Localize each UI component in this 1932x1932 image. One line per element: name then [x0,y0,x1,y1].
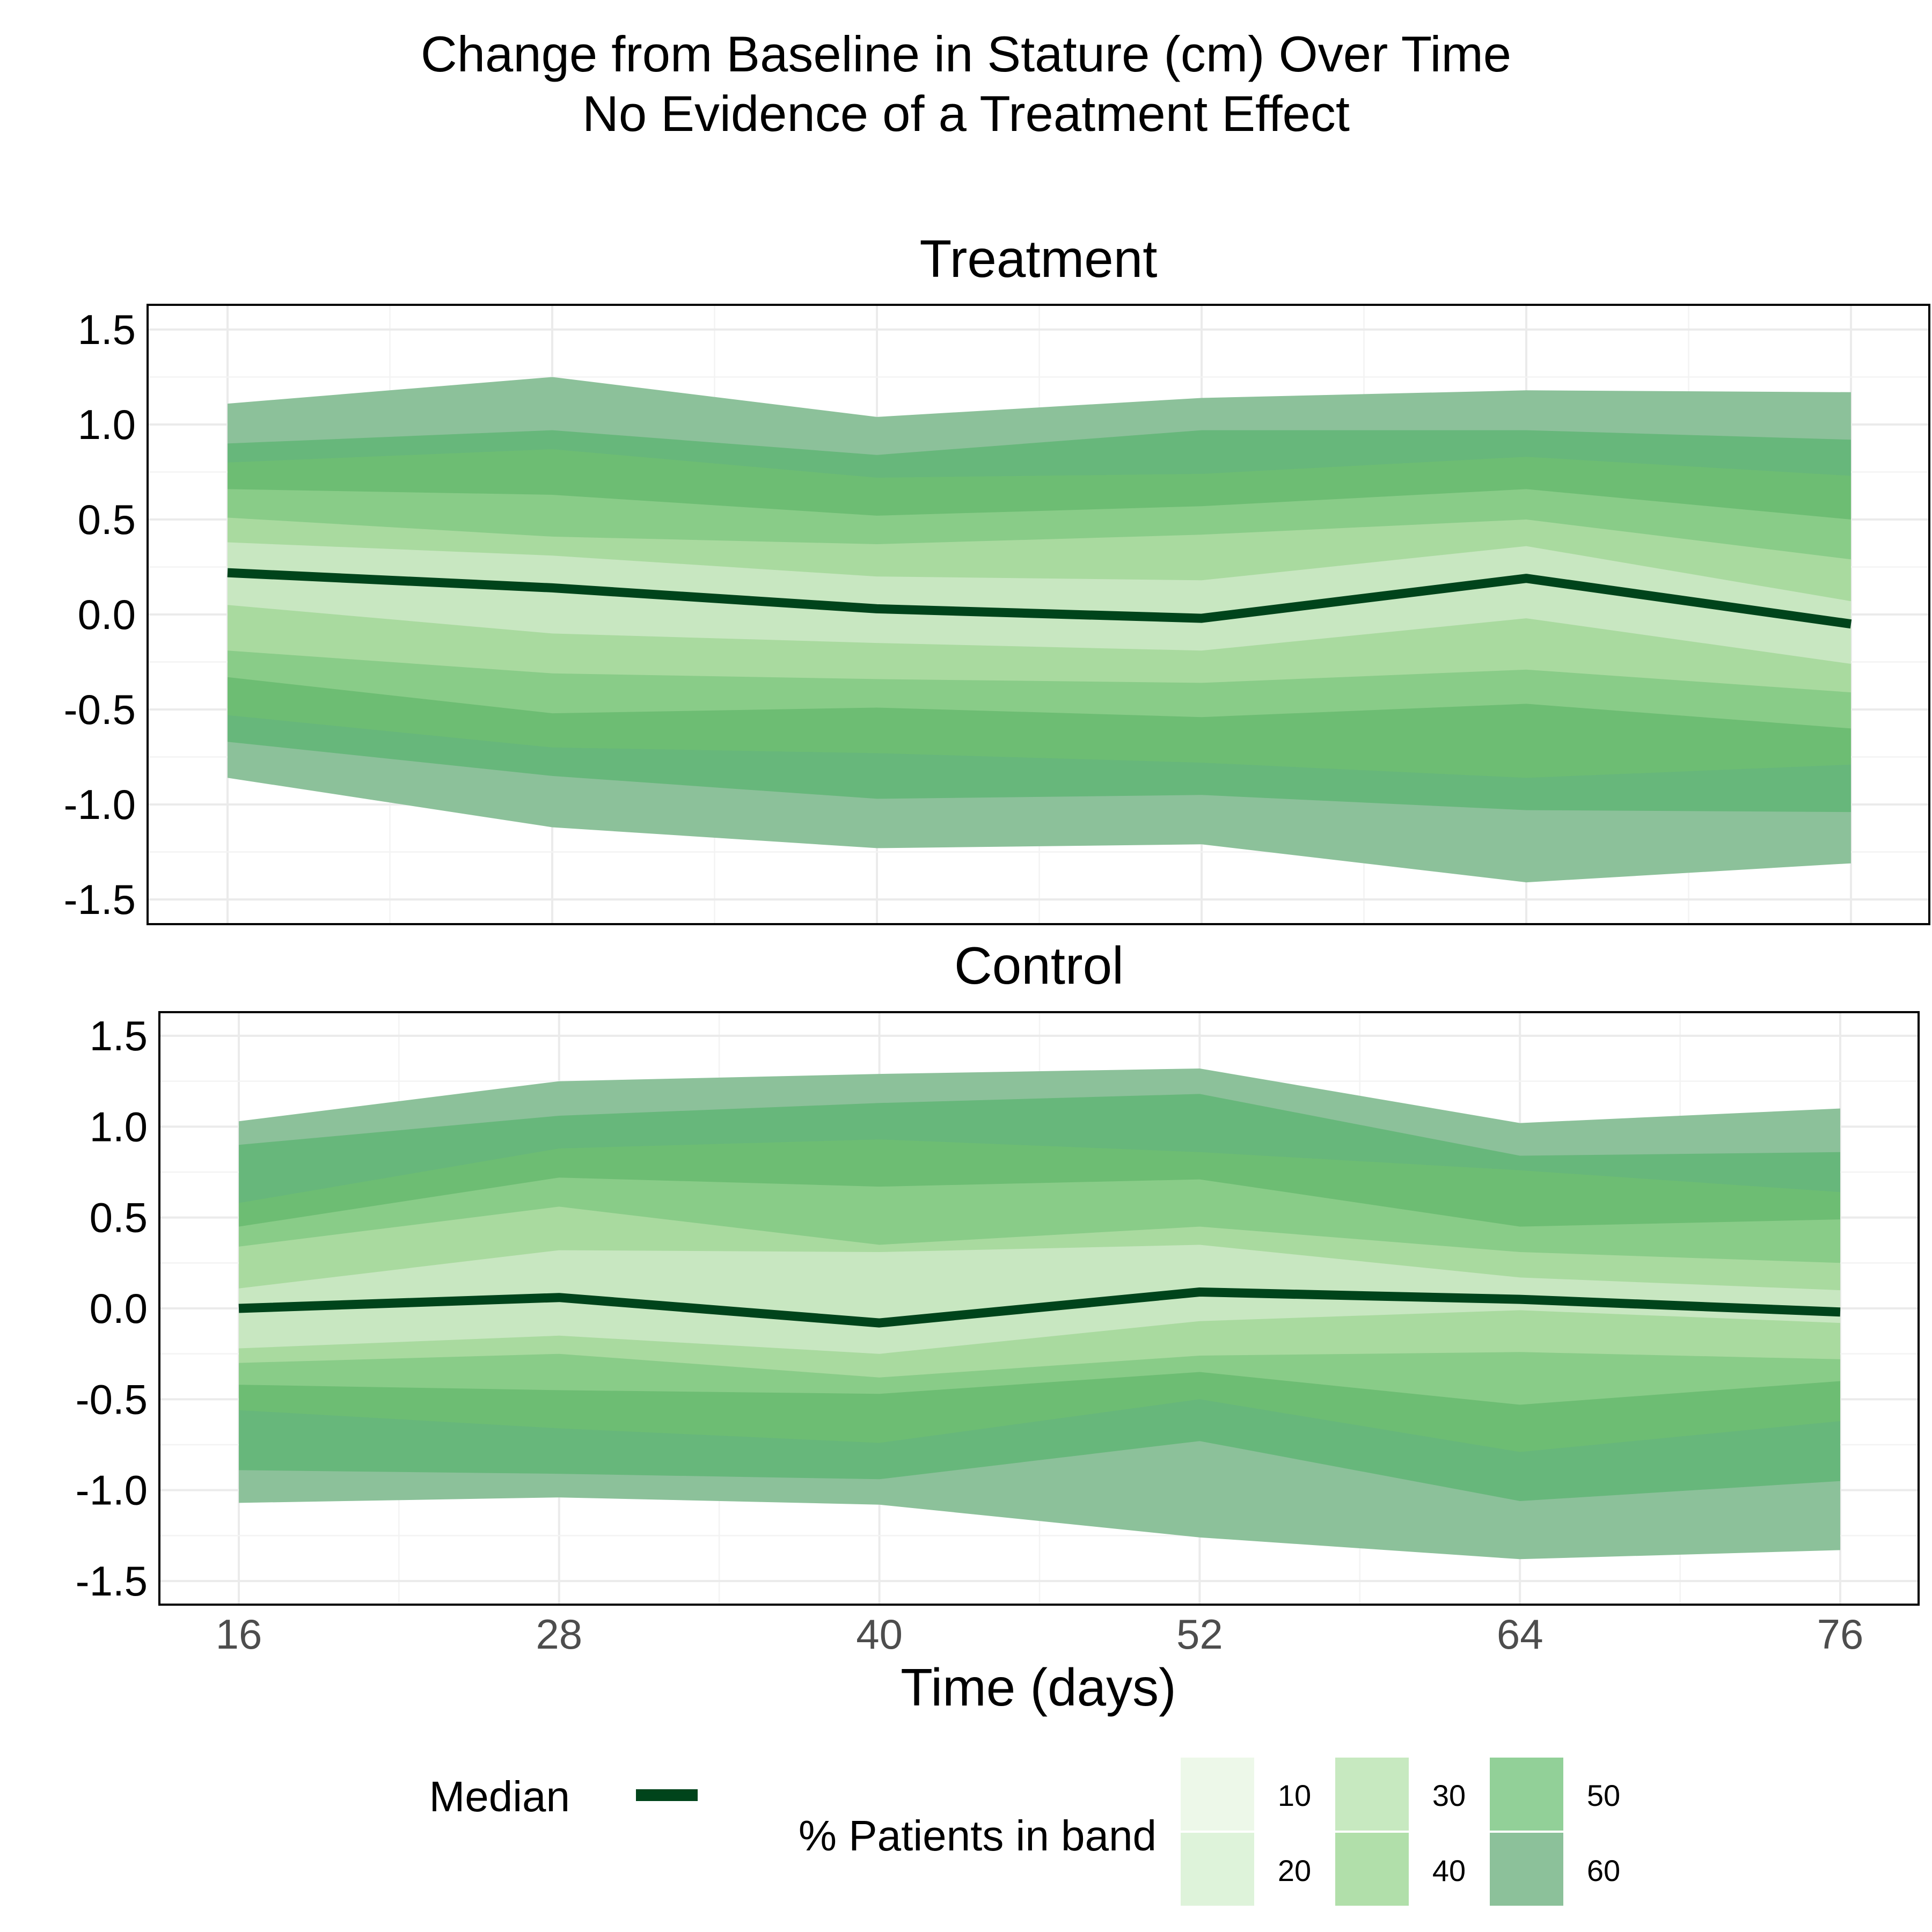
y-tick-label: 0.0 [90,1285,148,1332]
y-tick-label: 1.5 [90,1012,148,1059]
x-tick-label: 28 [536,1611,582,1658]
y-tick-label: -1.0 [76,1467,148,1514]
legend-band-label: 50 [1587,1779,1620,1812]
legend-band-label: 10 [1278,1779,1311,1812]
x-tick-label: 16 [216,1611,262,1658]
legend-median-key [636,1789,698,1801]
y-tick-label: 0.5 [90,1194,148,1241]
panel-treatment: Treatment 1.5 1.0 0.5 0.0 -0.5 -1.0 -1.5 [64,229,1930,925]
panel-control: Control 1.5 1.0 0.5 0.0 -0.5 -1.0 -1.5 [76,936,1920,1606]
legend-band-label: 60 [1587,1854,1620,1887]
y-tick-label: 0.5 [78,496,136,543]
y-tick-label: 1.0 [78,401,136,448]
legend-band-swatch-40 [1335,1833,1409,1906]
panel-border [147,304,1930,925]
y-tick-label: -1.0 [64,781,136,828]
legend: Median % Patients in band 10 20 30 40 50 60 [429,1758,1620,1906]
chart-subtitle: No Evidence of a Treatment Effect [582,85,1350,142]
bands [239,1069,1840,1560]
legend-band-swatch-60 [1490,1833,1563,1906]
legend-band-swatch-30 [1335,1758,1409,1831]
y-tick-label: 1.5 [78,306,136,353]
legend-band-swatch-20 [1181,1833,1254,1906]
legend-band-label: 30 [1432,1779,1466,1812]
legend-band-swatch-50 [1490,1758,1563,1831]
panel-border [158,1011,1920,1606]
legend-median-label: Median [429,1773,570,1820]
x-tick-label: 40 [856,1611,903,1658]
median-line [238,1287,1841,1328]
y-tick-label: 0.0 [78,591,136,638]
legend-band-label: 20 [1278,1854,1311,1887]
band-10 [228,542,1851,664]
bands [228,377,1851,883]
x-tick-label: 64 [1497,1611,1543,1658]
legend-band-keys: 10 20 30 40 50 60 [1181,1758,1620,1906]
legend-band-title: % Patients in band [799,1812,1157,1860]
y-tick-label: 1.0 [90,1103,148,1150]
y-tick-label: -1.5 [76,1557,148,1605]
panel-title: Treatment [920,229,1158,288]
x-axis-label: Time (days) [901,1658,1176,1717]
band-10 [239,1245,1840,1354]
x-axis: 16 28 40 52 64 76 [216,1611,1864,1658]
panel-title: Control [954,936,1124,995]
y-tick-label: -0.5 [76,1375,148,1423]
legend-band-label: 40 [1432,1854,1466,1887]
y-tick-label: -1.5 [64,876,136,923]
y-tick-label: -0.5 [64,686,136,733]
x-tick-label: 76 [1817,1611,1864,1658]
legend-band-swatch-10 [1181,1758,1254,1831]
chart-title: Change from Baseline in Stature (cm) Ove… [421,26,1511,82]
x-tick-label: 52 [1176,1611,1223,1658]
median-line [227,568,1852,629]
